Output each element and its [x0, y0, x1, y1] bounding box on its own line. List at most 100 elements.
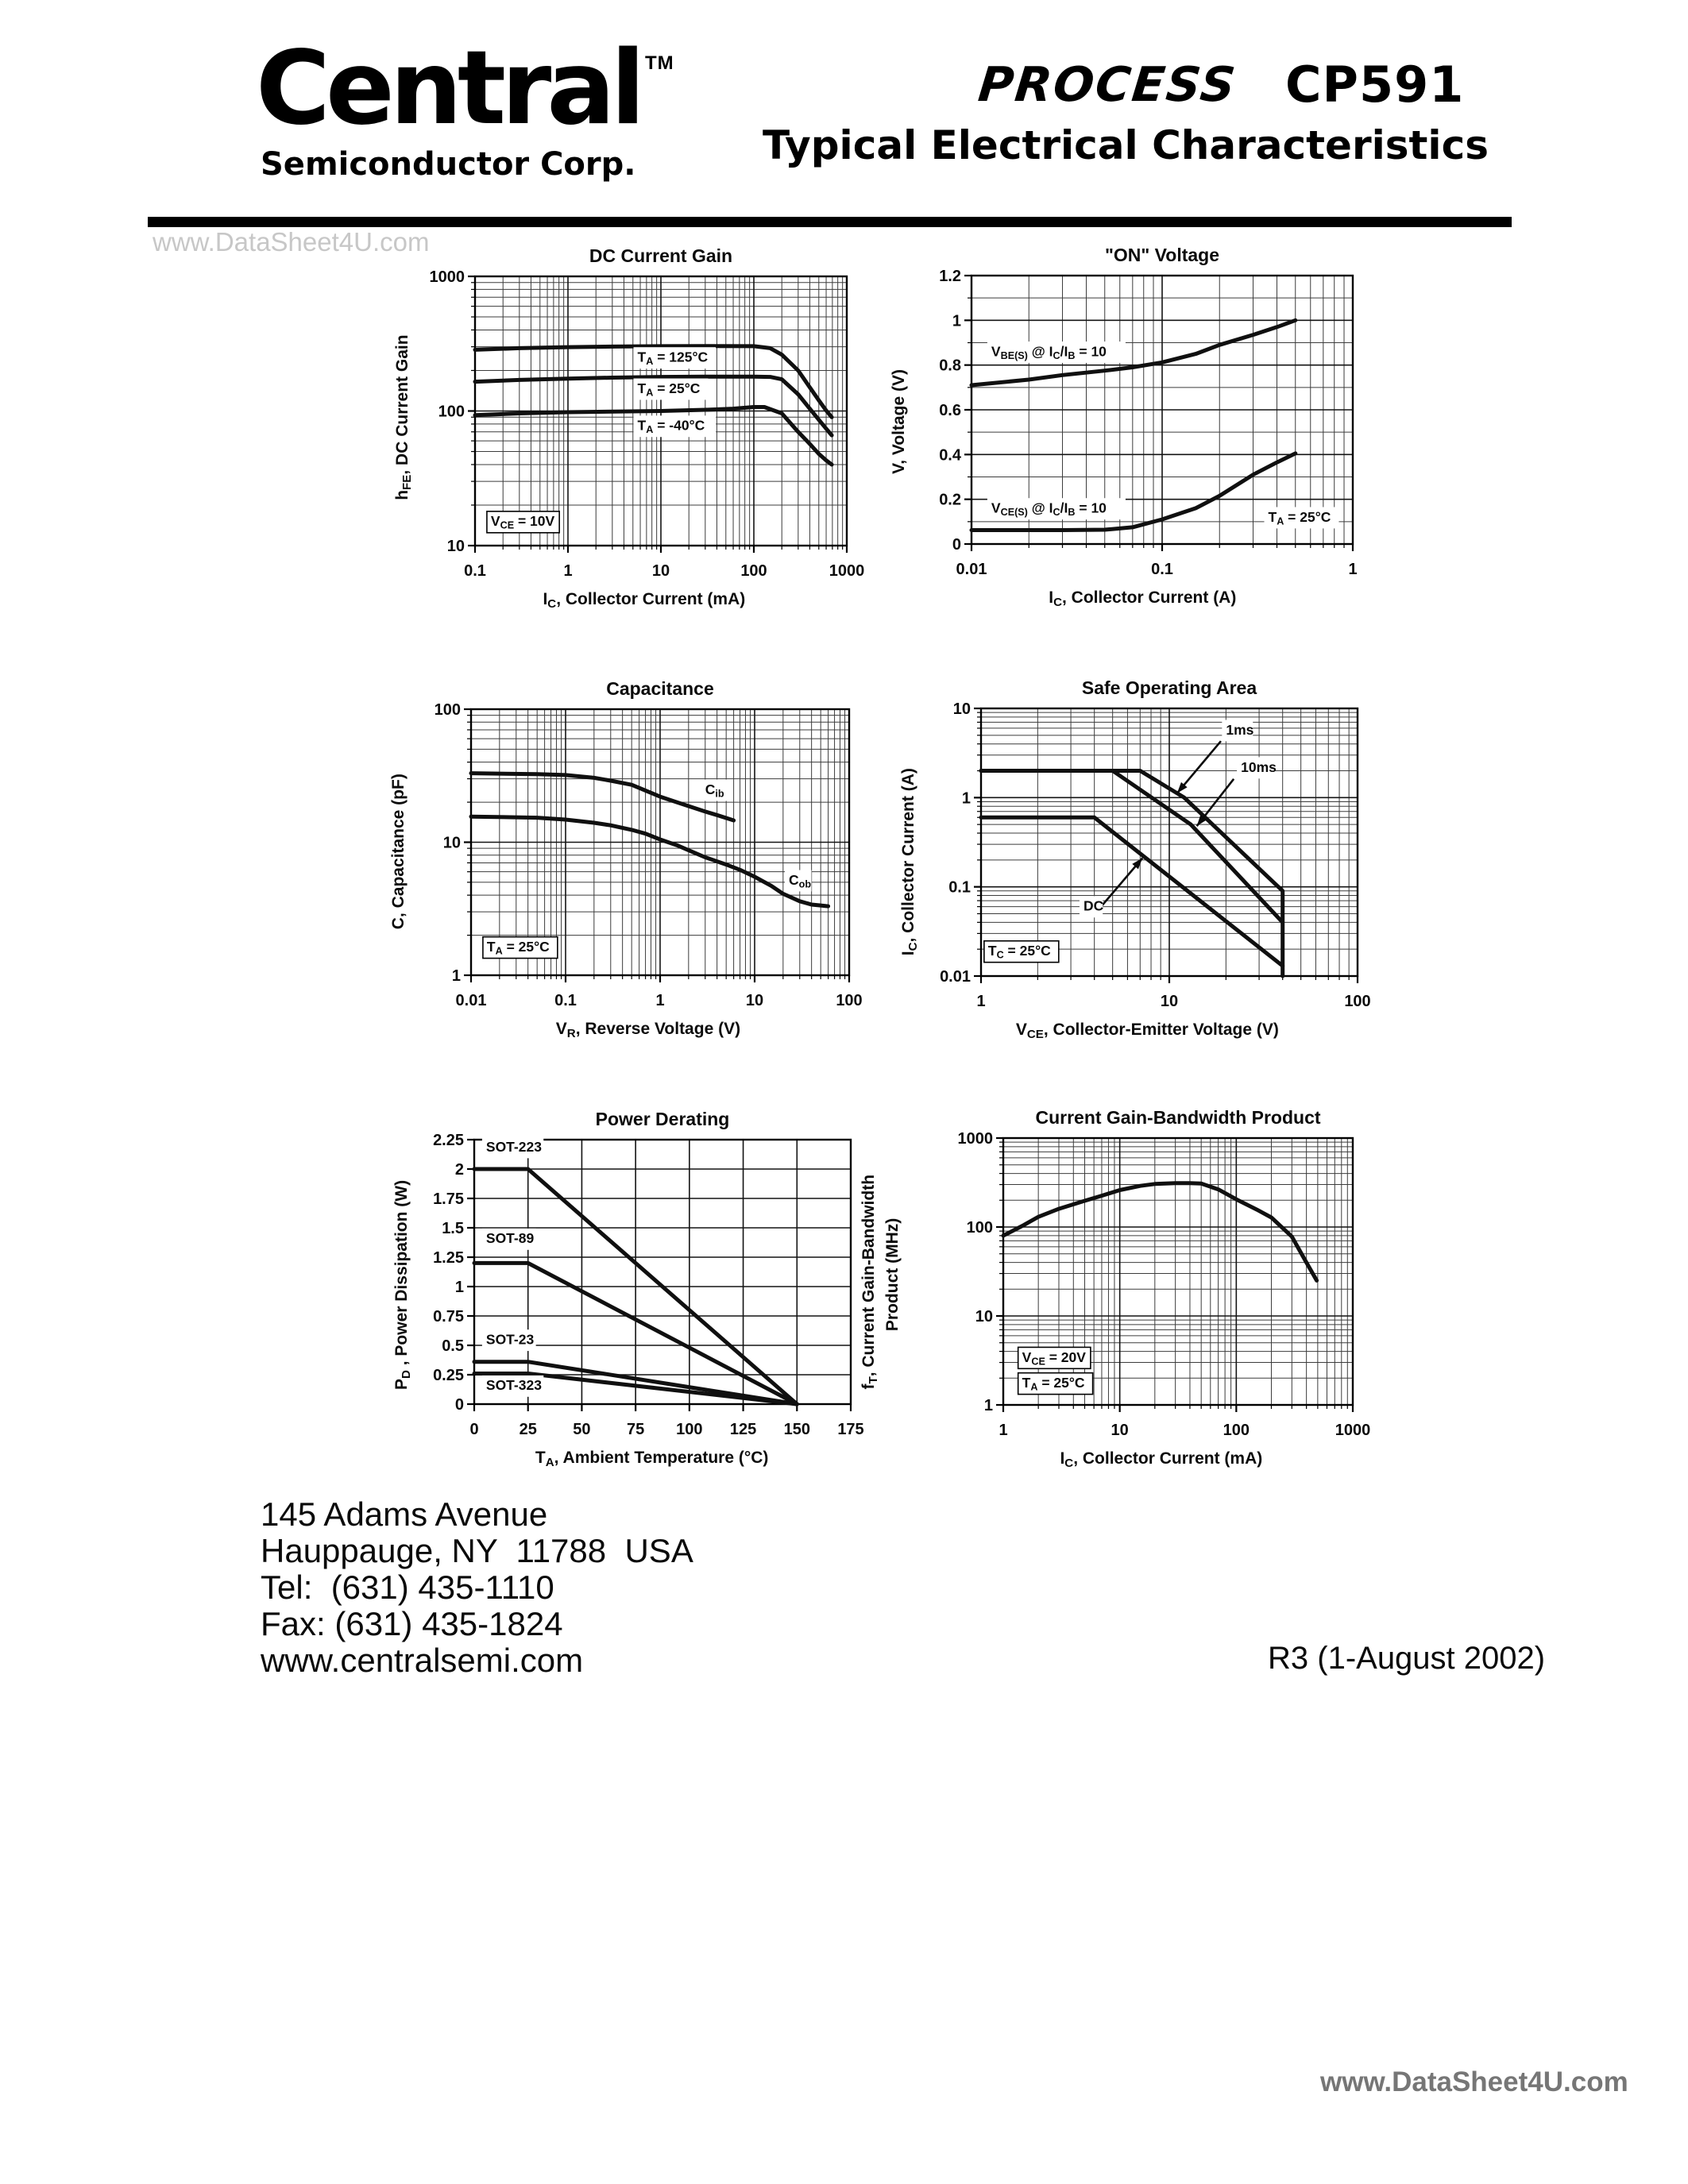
y-tick-label: 0 — [952, 536, 961, 554]
x-tick-label: 10 — [1111, 1422, 1129, 1439]
chart-gain-bandwidth-product-figure: 1 10 100 1000 1 10 100 1000 VCE = 20V TA = 25°C Cu… — [859, 1107, 1370, 1470]
x-tick-label: 0.1 — [1151, 561, 1173, 578]
x-tick-label: 75 — [627, 1421, 644, 1438]
y-tick-label: 0.2 — [939, 492, 961, 509]
y-tick-label: 1000 — [430, 268, 465, 286]
annotation-text: TA = 25°C — [1269, 509, 1331, 527]
chart-root-safe-operating-area: 1 10 100 0.01 0.1 1 10 1ms 10ms DC TC = 25°C Safe O… — [899, 677, 1371, 1041]
website-link: www.centralsemi.com — [261, 1642, 584, 1679]
data-series — [979, 769, 1285, 978]
chart-capacitance-figure: 0.01 0.1 1 10 100 1 10 100 Cib Cob TA = 25°C Capaci… — [389, 678, 863, 1040]
annotation-box — [1017, 1346, 1091, 1370]
annotation-box — [1237, 757, 1276, 779]
logo-subtitle: Semiconductor Corp. — [261, 146, 636, 183]
series-ft — [1001, 1181, 1319, 1283]
y-tick-label: 1.75 — [433, 1190, 464, 1208]
y-tick-label: 0.8 — [939, 357, 961, 375]
annotation-text: SOT-223 — [486, 1139, 542, 1155]
chart-title: Current Gain-Bandwidth Product — [1035, 1107, 1320, 1128]
chart-root-power-derating: 0 25 50 75 100 125 150 175 0 0.25 0.5 0.75 1 1.25 1.5 1… — [392, 1109, 864, 1469]
y-tick-label: 10 — [447, 538, 465, 555]
annotation-label: TA = 25°C — [482, 936, 558, 959]
annotation-label: SOT-323 — [481, 1375, 544, 1397]
y-tick-label: 1 — [952, 312, 961, 330]
chart-root-gain-bandwidth-product: 1 10 100 1000 1 10 100 1000 VCE = 20V TA = 25°C Cu… — [859, 1107, 1370, 1470]
x-tick-label: 100 — [676, 1421, 702, 1438]
address-line-1: 145 Adams Avenue — [261, 1495, 548, 1533]
grid-lines — [470, 708, 850, 976]
y-tick-label: 10 — [953, 700, 971, 718]
x-axis-label: VR, Reverse Voltage (V) — [556, 1020, 740, 1040]
annotation-label: VCE = 10V — [486, 511, 560, 534]
annotation-label: 10ms — [1237, 757, 1277, 779]
axis-ticks: 1 10 100 1000 1 10 100 1000 — [958, 1130, 1371, 1439]
y-axis-label: C, Capacitance (pF) — [389, 774, 408, 929]
y-tick-label: 10 — [975, 1308, 993, 1325]
annotation-arrow — [1176, 740, 1222, 794]
annotation-text: VBE(S) @ IC/IB = 10 — [991, 343, 1107, 361]
y-tick-label: 0.01 — [940, 968, 971, 986]
annotation-box — [482, 936, 558, 959]
annotation-text: TA = -40°C — [638, 418, 705, 436]
annotation-text: 1ms — [1226, 722, 1253, 738]
annotation-label: TA = 25°C — [633, 378, 709, 400]
address-line-2: Hauppauge, NY 11788 USA — [261, 1532, 693, 1569]
annotation-text: TA = 125°C — [638, 349, 709, 368]
plot-background — [474, 1140, 851, 1404]
annotation-text: DC — [1083, 898, 1104, 914]
annotation-text: Cob — [789, 872, 811, 890]
chart-title: Safe Operating Area — [1082, 677, 1257, 698]
x-tick-label: 1000 — [1335, 1422, 1371, 1439]
y-tick-label: 1.2 — [939, 268, 961, 285]
central-logo-wordmark: Central — [256, 29, 645, 148]
x-tick-label: 1000 — [829, 562, 865, 580]
y-tick-label: 1.25 — [433, 1249, 464, 1267]
axis-ticks: 1 10 100 0.01 0.1 1 10 — [940, 700, 1371, 1010]
x-tick-label: 1 — [976, 993, 985, 1010]
plot-border — [473, 1138, 852, 1406]
annotation-label: SOT-23 — [481, 1329, 536, 1352]
y-tick-label: 10 — [443, 835, 461, 852]
series-sot-323 — [472, 1372, 799, 1406]
annotation-box — [481, 1228, 536, 1250]
part-number: CP591 — [1285, 56, 1465, 114]
series-cob — [469, 814, 831, 909]
series-ta-125-c — [473, 344, 834, 419]
annotation-text: SOT-323 — [486, 1377, 542, 1393]
series-sot-23 — [472, 1360, 799, 1406]
x-tick-label: 10 — [746, 992, 763, 1009]
y-tick-label: 0.1 — [948, 879, 971, 897]
x-tick-label: 100 — [1223, 1422, 1250, 1439]
annotation-text: VCE = 10V — [491, 513, 555, 531]
x-tick-label: 175 — [837, 1421, 863, 1438]
chart-title: Power Derating — [596, 1109, 730, 1129]
company-address-block: 145 Adams Avenue Hauppauge, NY 11788 USA… — [261, 1496, 693, 1679]
fax-line: Fax: (631) 435-1824 — [261, 1605, 563, 1642]
data-series — [969, 318, 1298, 532]
y-tick-label: 100 — [435, 701, 461, 719]
axis-ticks: 0.01 0.1 1 0 0.2 0.4 0.6 0.8 1 1.2 — [939, 268, 1357, 578]
annotation-text: TA = 25°C — [487, 939, 550, 957]
x-tick-label: 1 — [655, 992, 664, 1009]
x-tick-label: 1 — [563, 562, 572, 580]
annotation-label: TA = 25°C — [1264, 507, 1339, 529]
y-tick-label: 0.6 — [939, 402, 961, 419]
y-tick-label: 1.5 — [442, 1220, 464, 1237]
annotation-label: SOT-223 — [481, 1136, 544, 1159]
x-tick-label: 0.1 — [554, 992, 577, 1009]
y-axis-label: IC, Collector Current (A) — [899, 768, 920, 955]
annotation-arrow — [1196, 778, 1235, 827]
annotation-text: VCE(S) @ IC/IB = 10 — [991, 500, 1107, 519]
annotation-box — [486, 511, 560, 534]
x-axis-label: IC, Collector Current (mA) — [1060, 1449, 1262, 1470]
series-ta-40-c — [473, 405, 834, 467]
y-tick-label: 100 — [967, 1219, 993, 1237]
x-tick-label: 0.01 — [956, 561, 987, 578]
y-axis-label: PD , Power Dissipation (W) — [392, 1180, 413, 1390]
data-series — [473, 344, 834, 467]
annotation-box — [1222, 720, 1253, 742]
annotation-label: TA = 125°C — [633, 347, 717, 369]
process-label: PROCESS — [975, 57, 1240, 113]
chart-title: DC Current Gain — [589, 245, 732, 266]
y-tick-label: 1 — [455, 1279, 464, 1296]
